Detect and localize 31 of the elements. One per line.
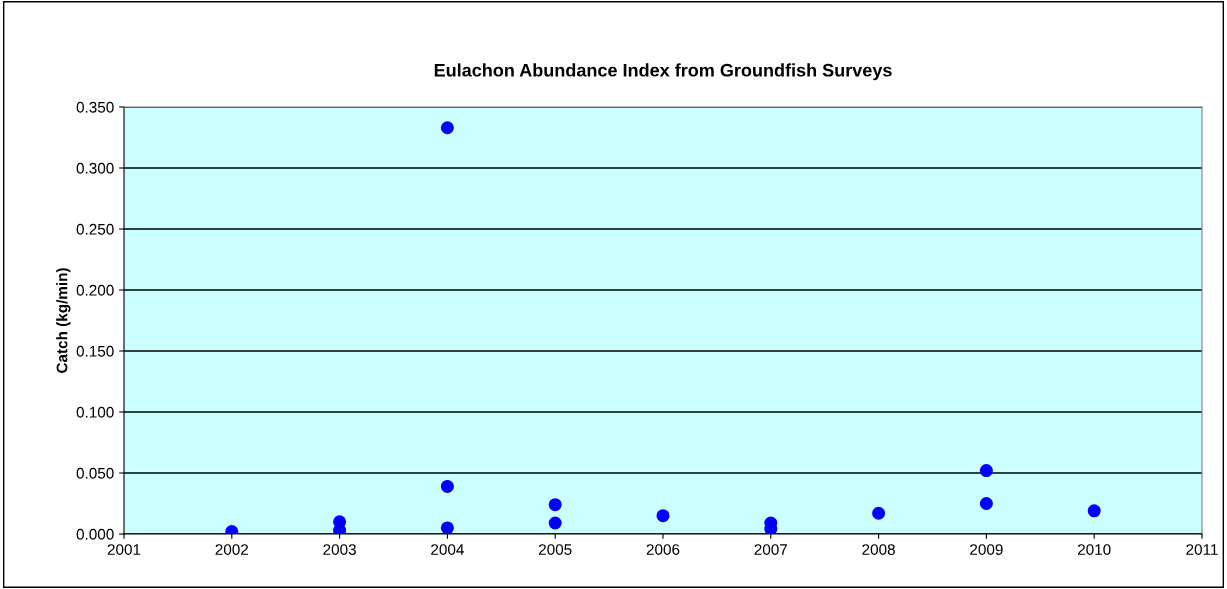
x-tick-label: 2005: [538, 544, 572, 555]
point: [548, 498, 562, 512]
x-tick-label: 2002: [215, 544, 249, 555]
x-tick-label: 2003: [323, 544, 356, 555]
point: [440, 521, 454, 534]
y-tick-label: 0.200: [76, 284, 114, 296]
chart-title: Eulachon Abundance Index from Groundfish Surveys: [434, 63, 892, 81]
point: [440, 479, 454, 493]
point: [656, 509, 670, 523]
y-tick-label: 0.250: [76, 223, 114, 235]
x-tick-label: 2007: [754, 544, 788, 555]
x-tick-label: 2010: [1077, 544, 1111, 555]
x-tick-label: 2008: [862, 544, 895, 555]
point: [440, 121, 454, 135]
point: [548, 516, 562, 530]
y-tick-label: 0.100: [76, 406, 114, 418]
x-tick-label: 2006: [646, 544, 680, 555]
point: [979, 496, 993, 511]
x-tick-label: 2004: [431, 544, 464, 555]
y-axis-title: Catch (kg/min): [56, 268, 71, 373]
point: [872, 506, 886, 520]
x-tick-label: 2009: [970, 544, 1003, 555]
y-tick-label: 0.050: [76, 467, 114, 479]
point: [1087, 504, 1101, 518]
y-tick-label: 0.300: [76, 162, 114, 174]
x-tick-label: 2011: [1186, 544, 1218, 555]
y-tick-label: 0.350: [76, 101, 114, 113]
x-tick-label: 2001: [107, 544, 141, 555]
y-tick-label: 0.150: [76, 345, 114, 357]
y-tick-label: 0.000: [76, 528, 114, 540]
point: [979, 464, 993, 478]
